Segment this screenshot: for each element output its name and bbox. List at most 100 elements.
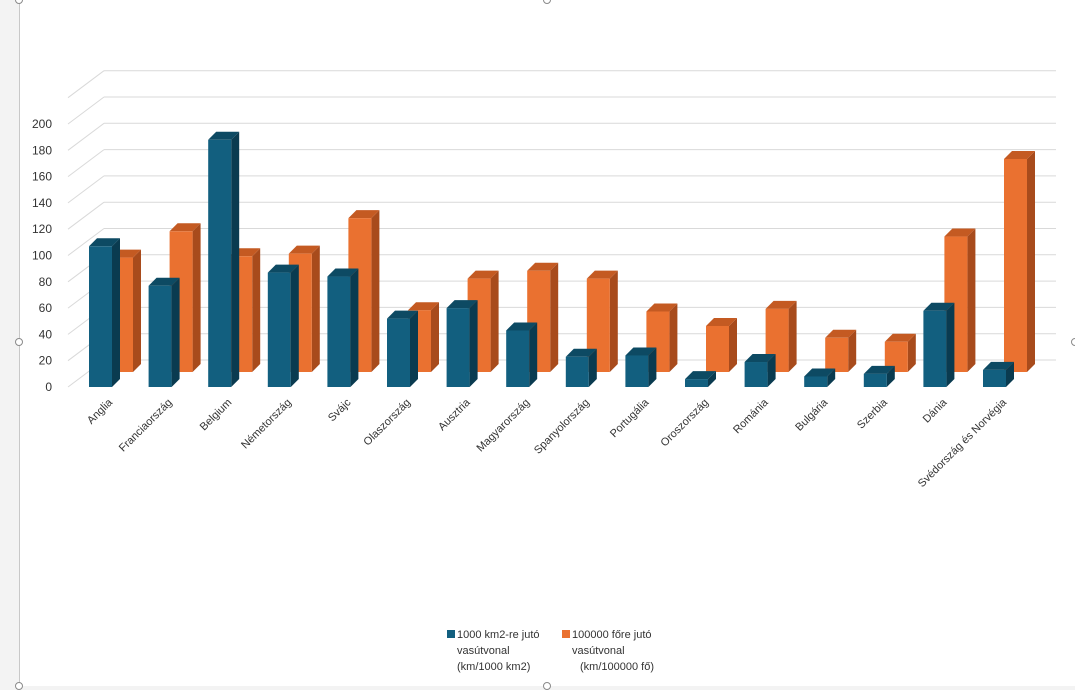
bar-top [586,270,618,279]
x-category-label: Spanyolország [532,397,592,457]
bar-side [529,322,538,387]
x-category-label: Dánia [921,396,950,425]
bar-side [171,277,180,387]
bar-series-1 [387,310,418,387]
gridline-depth [67,122,105,151]
bar-top [408,302,439,311]
gridline-depth [67,175,105,204]
resize-handle-bottom-left[interactable] [15,682,23,690]
x-category-label: Szerbia [855,396,890,431]
resize-handle-bottom-center[interactable] [543,682,551,690]
bar-top [1004,150,1035,159]
bar-side [788,300,797,372]
bar-front [208,139,232,387]
legend-label: (km/100000 fő) [580,661,654,673]
gridline-depth [67,149,105,178]
legend-item-series-1[interactable]: 1000 km2-re jutó vasútvonal (km/1000 km2) [447,629,540,673]
bar-series-1 [804,368,836,387]
bar-front [983,369,1006,387]
bar-front [446,308,470,387]
bar-top [208,131,240,140]
bar-series-1 [923,302,955,387]
bar-side [431,302,439,372]
bar-series-1 [863,365,895,387]
x-category-label: Anglia [85,396,116,427]
bar-top [267,264,299,273]
bar-top [169,223,201,232]
y-tick-label: 0 [45,380,52,394]
bar-side [767,354,776,387]
bar-side [469,300,478,387]
bar-top [884,333,916,342]
bar-top [804,368,836,377]
bar-front [625,355,649,387]
y-tick-label: 60 [39,301,53,315]
bar-front [804,376,828,387]
bar-side [907,333,916,372]
resize-handle-middle-left[interactable] [15,338,23,346]
bar-side [410,310,418,387]
x-category-label: Franciaország [117,397,175,455]
bar-top [288,245,320,254]
bar-front [267,272,291,387]
bar-front [923,310,947,387]
bars [89,131,1035,387]
bar-top [625,347,657,356]
legend-swatch [447,630,455,638]
y-tick-label: 100 [32,249,52,263]
bar-side [1006,361,1014,387]
bar-side [550,262,559,372]
bar-top [685,371,716,380]
bar-side [350,268,359,387]
bar-series-1 [983,361,1014,387]
bar-side [708,371,716,387]
bar-series-2 [348,210,380,372]
bar-series-2 [706,317,737,372]
bar-side [112,238,120,387]
bar-top [923,302,955,311]
legend-item-series-2[interactable]: 100000 főre jutó vasútvonal (km/100000 fő) [562,629,654,673]
bar-top [327,268,359,277]
resize-handle-middle-right[interactable] [1071,338,1075,346]
bar-series-1 [565,348,597,387]
bar-series-1 [148,277,180,387]
bar-front [863,373,887,387]
y-tick-label: 40 [39,327,53,341]
x-category-label: Bulgária [793,396,831,434]
bar-series-1 [327,268,359,387]
legend-swatch [562,630,570,638]
bar-side [192,223,201,372]
legend-label: 1000 km2-re jutó [457,629,540,641]
bar-top [646,303,678,312]
x-axis-category-labels: Anglia Franciaország Belgium Németország Svá… [85,396,1010,490]
bar-top [744,354,776,363]
bar-side [371,210,380,372]
bar-side [886,365,895,387]
gridline-depth [67,70,105,99]
chart-area[interactable]: 0 20 40 60 80 100 120 140 160 180 200 Anglia Franci… [19,0,1075,686]
bar-front [148,285,172,387]
bar-side [311,245,320,372]
bar-front [586,278,610,372]
bar-front [327,276,351,387]
y-tick-label: 80 [39,275,53,289]
bar-series-1 [625,347,657,387]
bar-front [1004,158,1027,372]
bar-top [825,329,857,338]
bar-series-2 [586,270,618,372]
chart-canvas: 0 20 40 60 80 100 120 140 160 180 200 Anglia Franci… [32,70,1056,673]
x-category-label: Portugália [608,396,652,440]
bar-side [827,368,836,387]
bar-side [231,131,240,387]
bar-side [946,302,955,387]
bar-series-1 [89,238,120,387]
bar-series-1 [685,371,716,387]
gridline-depth [67,201,105,230]
bar-series-1 [208,131,240,387]
bar-side [588,348,597,387]
bar-front [825,337,849,372]
x-category-label: Románia [731,396,771,436]
bar-top [565,348,597,357]
bar-front [387,318,410,387]
